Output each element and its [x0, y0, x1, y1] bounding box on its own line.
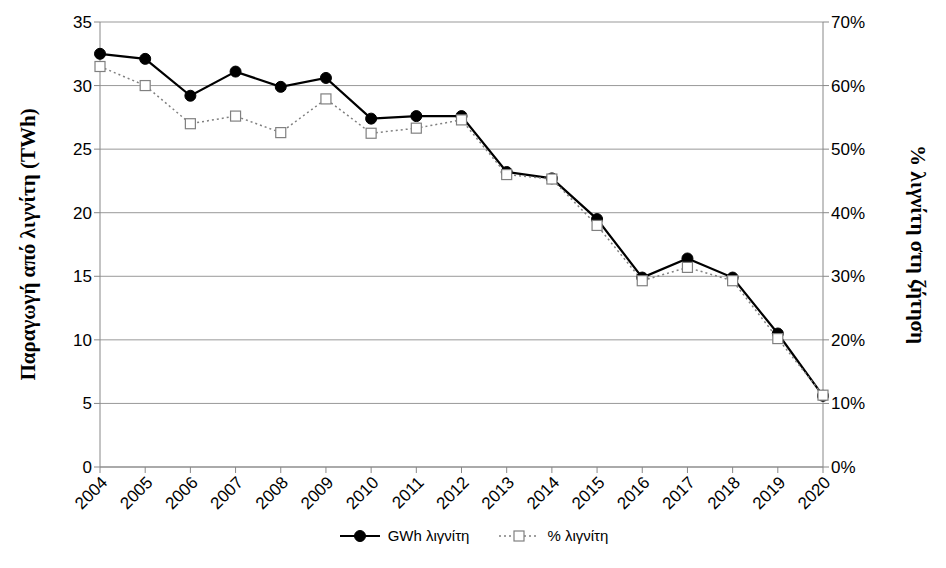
svg-text:2005: 2005	[116, 473, 156, 513]
svg-text:Παραγωγή από λιγνίτη (TWh): Παραγωγή από λιγνίτη (TWh)	[16, 108, 40, 380]
svg-text:2007: 2007	[207, 473, 247, 513]
html-text:GWh λιγνίτη: GWh λιγνίτη	[387, 527, 470, 544]
svg-text:25: 25	[73, 140, 92, 159]
svg-text:2018: 2018	[704, 473, 744, 513]
svg-text:15: 15	[73, 267, 92, 286]
svg-text:2015: 2015	[568, 473, 608, 513]
svg-text:10%: 10%	[831, 394, 865, 413]
svg-text:2012: 2012	[433, 473, 473, 513]
svg-text:2013: 2013	[478, 473, 518, 513]
svg-text:10: 10	[73, 331, 92, 350]
svg-text:50%: 50%	[831, 140, 865, 159]
svg-text:2010: 2010	[342, 473, 382, 513]
svg-text:70%: 70%	[831, 13, 865, 32]
svg-text:2008: 2008	[252, 473, 292, 513]
svg-text:2017: 2017	[659, 473, 699, 513]
svg-text:2009: 2009	[297, 473, 337, 513]
svg-text:60%: 60%	[831, 77, 865, 96]
svg-text:35: 35	[73, 13, 92, 32]
svg-text:0: 0	[83, 458, 92, 477]
svg-text:2019: 2019	[749, 473, 789, 513]
svg-text:2011: 2011	[388, 473, 427, 512]
svg-text:20%: 20%	[831, 331, 865, 350]
svg-text:30: 30	[73, 77, 92, 96]
html-text:% λιγνίτη: % λιγνίτη	[547, 527, 609, 544]
svg-text:20: 20	[73, 204, 92, 223]
svg-text:0%: 0%	[831, 458, 856, 477]
svg-text:2006: 2006	[162, 473, 202, 513]
svg-text:40%: 40%	[831, 204, 865, 223]
svg-text:2004: 2004	[71, 473, 111, 513]
svg-text:2016: 2016	[613, 473, 653, 513]
svg-text:2020: 2020	[794, 473, 834, 513]
svg-text:% λιγνίτη στη ζήτηση: % λιγνίτη στη ζήτηση	[906, 145, 930, 344]
svg-text:30%: 30%	[831, 267, 865, 286]
svg-text:2014: 2014	[523, 473, 563, 513]
svg-text:5: 5	[83, 394, 92, 413]
